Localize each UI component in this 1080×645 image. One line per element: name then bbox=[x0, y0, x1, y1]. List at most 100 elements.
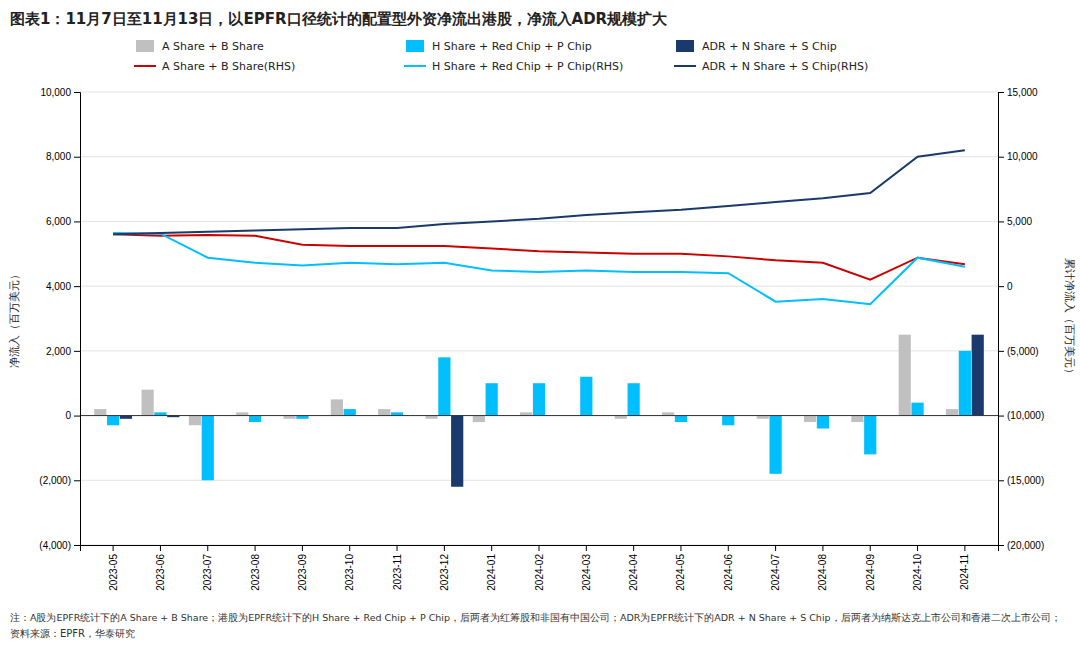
x-tick-label: 2024-02 bbox=[534, 554, 545, 591]
x-tick: 2024-05 bbox=[675, 545, 686, 591]
x-tick-label: 2024-01 bbox=[486, 554, 497, 591]
y2-tick-label: 5,000 bbox=[1007, 216, 1032, 227]
y-tick-mark bbox=[74, 157, 80, 158]
x-tick-label: 2023-08 bbox=[250, 554, 261, 591]
bar bbox=[851, 416, 863, 422]
bar bbox=[473, 416, 485, 422]
legend-swatch bbox=[134, 65, 156, 67]
bar bbox=[864, 416, 876, 455]
y-tick: 2,000 bbox=[46, 346, 80, 357]
y-tick: 4,000 bbox=[46, 281, 80, 292]
x-axis-line bbox=[81, 546, 999, 552]
x-tick-label: 2023-06 bbox=[155, 554, 166, 591]
x-tick: 2024-10 bbox=[912, 545, 923, 591]
bar bbox=[770, 416, 782, 474]
x-tick-mark bbox=[680, 545, 681, 551]
legend-swatch bbox=[406, 40, 424, 52]
legend-swatch bbox=[404, 65, 426, 67]
legend-swatch bbox=[136, 40, 154, 52]
y-tick-label: 4,000 bbox=[46, 281, 71, 292]
grid-line bbox=[80, 480, 998, 481]
legend-item: H Share + Red Chip + P Chip bbox=[406, 40, 592, 53]
bar bbox=[899, 335, 911, 416]
bar bbox=[804, 416, 816, 422]
legend-label: ADR + N Share + S Chip(RHS) bbox=[702, 60, 868, 73]
y-tick-mark bbox=[74, 92, 80, 93]
y2-tick: 15,000 bbox=[998, 87, 1038, 98]
x-tick-mark bbox=[917, 545, 918, 551]
x-tick-mark bbox=[255, 545, 256, 551]
marks bbox=[94, 335, 984, 487]
line bbox=[113, 150, 965, 234]
x-tick-mark bbox=[207, 545, 208, 551]
bar bbox=[202, 416, 214, 481]
y2-tick-mark bbox=[998, 416, 1004, 417]
x-tick-mark bbox=[539, 545, 540, 551]
bar bbox=[107, 416, 119, 426]
y-tick-label: 8,000 bbox=[46, 151, 71, 162]
x-tick-label: 2024-11 bbox=[959, 554, 970, 590]
x-tick-label: 2024-04 bbox=[628, 554, 639, 591]
x-tick-mark bbox=[113, 545, 114, 551]
y2-tick: (10,000) bbox=[998, 410, 1044, 421]
y-tick: 8,000 bbox=[46, 151, 80, 162]
y2-tick: (15,000) bbox=[998, 475, 1044, 486]
bar bbox=[331, 399, 343, 415]
y2-tick-mark bbox=[998, 92, 1004, 93]
y-tick-label: 10,000 bbox=[40, 87, 71, 98]
x-tick-mark bbox=[964, 545, 965, 551]
bar bbox=[817, 416, 829, 429]
y2-tick-mark bbox=[998, 351, 1004, 352]
y2-axis-line bbox=[999, 93, 1005, 546]
grid-line bbox=[80, 350, 998, 351]
x-tick-mark bbox=[491, 545, 492, 551]
x-tick: 2024-06 bbox=[723, 545, 734, 591]
y2-tick-label: 15,000 bbox=[1007, 87, 1038, 98]
bar bbox=[344, 409, 356, 415]
x-tick: 2023-07 bbox=[202, 545, 213, 591]
legend-item: ADR + N Share + S Chip(RHS) bbox=[674, 60, 868, 73]
x-tick: 2024-01 bbox=[486, 545, 497, 591]
bar bbox=[533, 383, 545, 415]
y-tick-label: 2,000 bbox=[46, 346, 71, 357]
x-tick-label: 2023-07 bbox=[202, 554, 213, 591]
bar bbox=[451, 416, 463, 487]
x-tick-label: 2023-10 bbox=[344, 554, 355, 591]
bar bbox=[628, 383, 640, 415]
y-tick: 10,000 bbox=[40, 87, 80, 98]
bar bbox=[946, 409, 958, 415]
x-tick-mark bbox=[397, 545, 398, 551]
y-tick: 0 bbox=[65, 410, 80, 421]
chart: 图表1：11月7日至11月13日，以EPFR口径统计的配置型外资净流出港股，净流… bbox=[0, 0, 1080, 645]
legend-item: A Share + B Share bbox=[136, 40, 264, 53]
y-tick: 6,000 bbox=[46, 216, 80, 227]
y2-tick: (20,000) bbox=[998, 540, 1044, 551]
legend-label: ADR + N Share + S Chip bbox=[702, 40, 837, 53]
x-tick-label: 2024-07 bbox=[770, 554, 781, 591]
zero-line bbox=[80, 415, 998, 416]
x-tick-mark bbox=[586, 545, 587, 551]
x-tick: 2023-09 bbox=[297, 545, 308, 591]
y2-tick: 10,000 bbox=[998, 151, 1038, 162]
x-tick-mark bbox=[302, 545, 303, 551]
x-tick: 2023-12 bbox=[439, 545, 450, 591]
x-tick-label: 2024-09 bbox=[865, 554, 876, 591]
legend: A Share + B Share H Share + Red Chip + P … bbox=[134, 40, 868, 73]
y2-axis-title: 累计净流入（百万美元） bbox=[1063, 258, 1076, 379]
x-tick: 2024-11 bbox=[959, 545, 970, 590]
line bbox=[113, 233, 965, 304]
x-tick-mark bbox=[870, 545, 871, 551]
x-tick: 2023-11 bbox=[392, 545, 403, 590]
y2-tick-label: 10,000 bbox=[1007, 151, 1038, 162]
y-tick-mark bbox=[74, 416, 80, 417]
note: 注：A股为EPFR统计下的A Share + B Share；港股为EPFR统计… bbox=[10, 612, 1061, 623]
y2-tick-label: (15,000) bbox=[1007, 475, 1044, 486]
y2-tick-mark bbox=[998, 157, 1004, 158]
bar bbox=[249, 416, 261, 422]
bar bbox=[959, 351, 971, 416]
y-tick-mark bbox=[74, 221, 80, 222]
y2-axis: (20,000)(15,000)(10,000)(5,000)05,00010,… bbox=[998, 87, 1044, 551]
y-axis-title: 净流入（百万美元） bbox=[8, 269, 21, 368]
bar bbox=[675, 416, 687, 422]
x-tick-mark bbox=[444, 545, 445, 551]
